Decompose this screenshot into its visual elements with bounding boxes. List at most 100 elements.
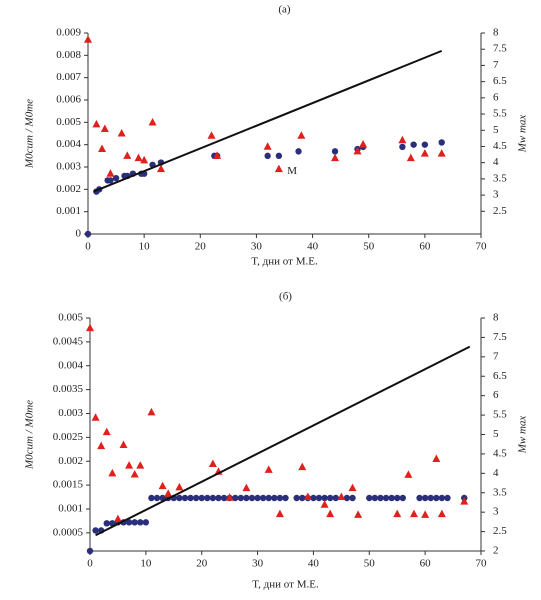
- triangle-point: [108, 468, 117, 477]
- y-tick-label: 0.001: [58, 503, 83, 515]
- dot-point: [187, 494, 194, 502]
- dot-point: [282, 494, 289, 502]
- triangle-point: [140, 155, 149, 164]
- dot-point: [265, 494, 272, 502]
- y-tick-label: 0.004: [56, 138, 81, 150]
- triangle-point: [175, 482, 184, 491]
- y2-tick-label: 2.5: [493, 525, 507, 537]
- triangle-point: [164, 489, 173, 497]
- dot-point: [388, 494, 395, 502]
- x-tick-label: 20: [195, 241, 207, 253]
- dot-point: [107, 177, 114, 184]
- dot-point: [243, 494, 250, 502]
- triangle-point: [158, 481, 167, 490]
- y-tick-label: 0.005: [58, 312, 83, 324]
- triangle-point: [303, 492, 312, 501]
- triangle-point: [100, 124, 109, 132]
- triangle-point: [102, 427, 111, 436]
- x-tick-label: 50: [364, 558, 376, 570]
- dot-point: [310, 494, 317, 502]
- y2-tick-label: 4.5: [493, 140, 507, 152]
- dot-point: [84, 230, 92, 238]
- triangle-point: [275, 509, 284, 518]
- y2-axis-label: Mw max: [517, 416, 529, 455]
- triangle-point: [86, 323, 94, 332]
- x-tick-label: 0: [87, 558, 93, 570]
- triangle-point: [91, 413, 100, 421]
- dot-point: [421, 494, 429, 502]
- triangle-point: [134, 153, 143, 162]
- x-tick-label: 30: [252, 558, 264, 570]
- triangle-point: [354, 510, 363, 518]
- annotation: M: [287, 165, 297, 177]
- triangle-point: [420, 149, 429, 157]
- trend-line: [95, 345, 471, 537]
- x-tick-label: 70: [476, 558, 488, 570]
- x-tick-label: 50: [363, 241, 375, 253]
- triangle-point: [136, 461, 145, 469]
- y-axis-label: M0cum / M0me: [24, 400, 36, 470]
- dot-point: [394, 494, 401, 502]
- triangle-point: [348, 483, 357, 492]
- dot-point: [421, 141, 429, 148]
- y-tick-label: 0.007: [56, 71, 81, 83]
- dot-point: [198, 494, 205, 502]
- y2-tick-label: 6: [493, 91, 499, 103]
- dot-point: [103, 520, 110, 527]
- triangle-point: [147, 407, 156, 416]
- triangle-point: [320, 500, 329, 508]
- y2-tick-label: 5: [493, 124, 499, 136]
- dot-point: [220, 494, 228, 502]
- triangle-point: [213, 151, 222, 159]
- x-tick-label: 20: [196, 558, 208, 570]
- triangle-point: [117, 129, 126, 137]
- x-tick-label: 10: [139, 241, 151, 253]
- triangle-point: [331, 153, 340, 162]
- dot-point: [410, 141, 417, 148]
- dot-point: [366, 494, 373, 502]
- triangle-point: [123, 151, 132, 159]
- y2-tick-label: 6.5: [493, 370, 507, 382]
- triangle-point: [432, 454, 441, 462]
- triangle-point: [274, 164, 283, 173]
- dot-point: [131, 519, 138, 526]
- triangle-point: [409, 509, 418, 518]
- dot-point: [125, 519, 133, 526]
- triangle-point: [264, 465, 273, 473]
- dot-point: [295, 148, 302, 155]
- chart-title: (а): [278, 4, 291, 16]
- y-axis-label: M0cum / M0me: [24, 99, 36, 169]
- x-tick-label: 60: [420, 558, 432, 570]
- triangle-point: [406, 153, 415, 162]
- triangle-point: [119, 440, 128, 448]
- dot-point: [237, 494, 245, 502]
- y-tick-label: 0.0015: [53, 479, 84, 491]
- x-axis-label: T, дни от М.Е.: [251, 256, 318, 268]
- dot-point: [209, 494, 217, 502]
- dot-point: [438, 139, 445, 146]
- triangle-point: [353, 146, 362, 155]
- y-tick-label: 0.0025: [53, 431, 84, 443]
- triangle-point: [421, 510, 430, 518]
- triangle-point: [84, 35, 92, 43]
- triangle-point: [404, 470, 413, 478]
- y2-tick-label: 6: [493, 389, 499, 401]
- triangle-point: [393, 509, 402, 518]
- dot-point: [349, 494, 356, 502]
- dot-point: [204, 494, 211, 502]
- triangle-point: [326, 509, 335, 518]
- y-tick-label: 0: [76, 228, 82, 240]
- dot-point: [416, 494, 423, 502]
- triangle-point: [359, 140, 368, 148]
- y2-tick-label: 4: [493, 467, 499, 479]
- dot-point: [181, 494, 189, 502]
- y-tick-label: 0.002: [56, 183, 81, 195]
- dot-point: [215, 494, 222, 502]
- dot-point: [371, 494, 379, 502]
- dot-point: [399, 494, 406, 502]
- triangle-point: [148, 117, 157, 126]
- y2-tick-label: 5.5: [493, 409, 507, 421]
- y-tick-label: 0.005: [56, 116, 81, 128]
- y2-tick-label: 5.5: [493, 108, 507, 120]
- y2-tick-label: 2.5: [493, 205, 507, 217]
